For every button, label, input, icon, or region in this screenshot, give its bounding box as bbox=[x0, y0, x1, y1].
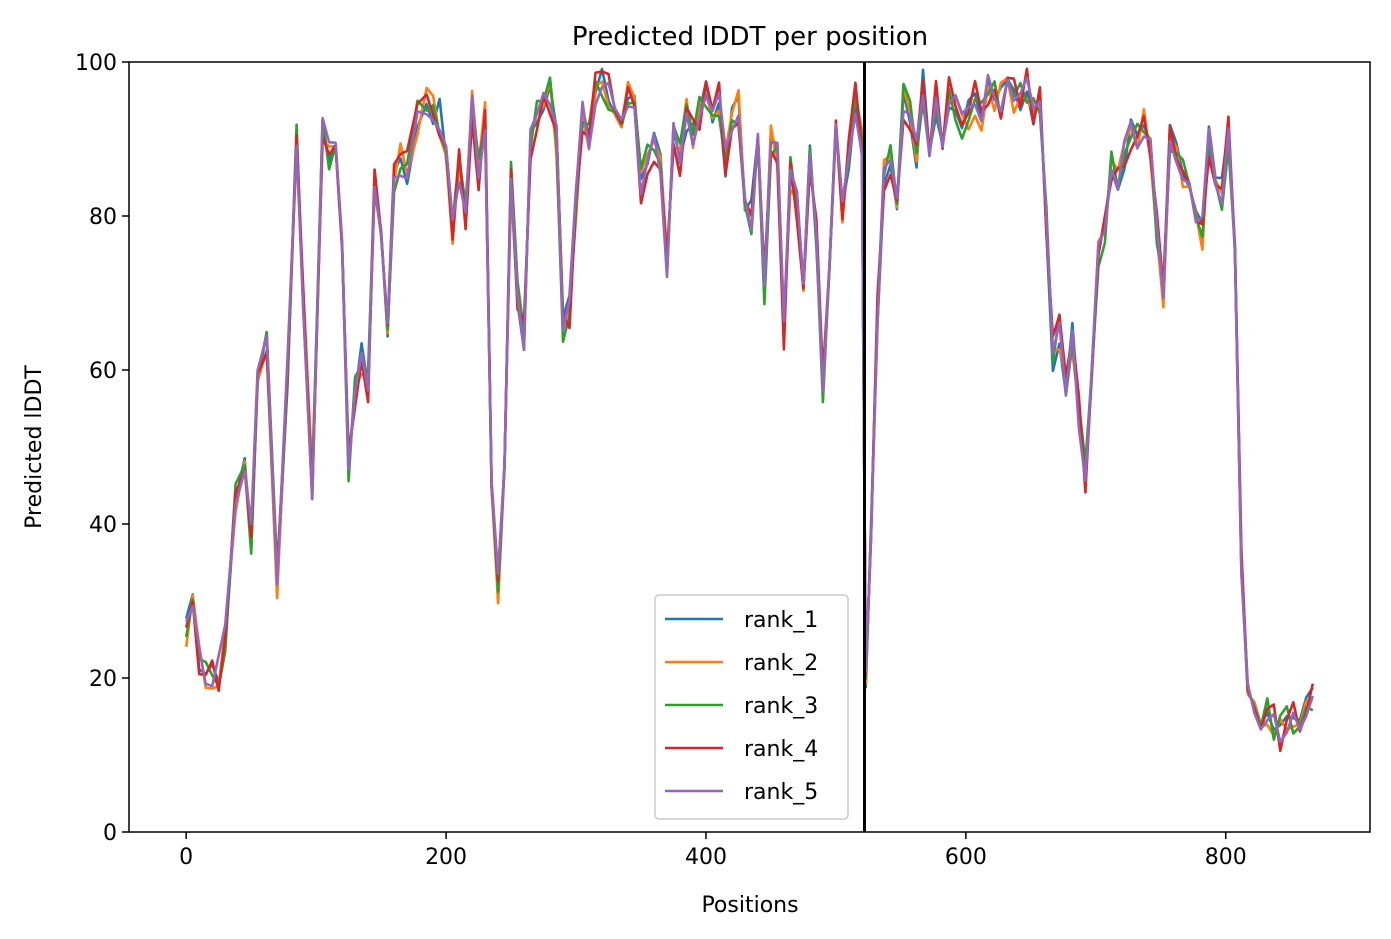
series-line-rank-5 bbox=[185, 73, 1315, 744]
x-axis-title: Positions bbox=[701, 893, 798, 918]
y-tick-label: 40 bbox=[89, 513, 117, 538]
legend-label: rank_1 bbox=[744, 608, 818, 633]
legend-label: rank_4 bbox=[744, 737, 818, 762]
y-tick-label: 100 bbox=[75, 51, 117, 76]
y-tick-label: 60 bbox=[89, 359, 117, 384]
x-tick-label: 200 bbox=[425, 845, 467, 870]
x-axis: 0 200 400 600 800 bbox=[179, 832, 1247, 870]
y-axis: 0 20 40 60 80 100 bbox=[75, 51, 129, 846]
chart-title: Predicted lDDT per position bbox=[572, 22, 928, 52]
y-tick-label: 0 bbox=[103, 821, 117, 846]
x-tick-label: 600 bbox=[945, 845, 987, 870]
y-axis-title: Predicted lDDT bbox=[22, 365, 47, 529]
legend-label: rank_5 bbox=[744, 780, 818, 805]
legend: rank_1 rank_2 rank_3 rank_4 rank_5 bbox=[654, 594, 849, 820]
series-layer bbox=[184, 67, 1315, 753]
x-tick-label: 800 bbox=[1205, 845, 1247, 870]
y-tick-label: 80 bbox=[89, 205, 117, 230]
legend-label: rank_3 bbox=[744, 694, 818, 719]
x-tick-label: 400 bbox=[685, 845, 727, 870]
legend-label: rank_2 bbox=[744, 651, 818, 676]
legend-box bbox=[654, 594, 849, 820]
x-tick-label: 0 bbox=[179, 845, 193, 870]
plot-frame bbox=[128, 61, 1371, 833]
y-tick-label: 20 bbox=[89, 667, 117, 692]
